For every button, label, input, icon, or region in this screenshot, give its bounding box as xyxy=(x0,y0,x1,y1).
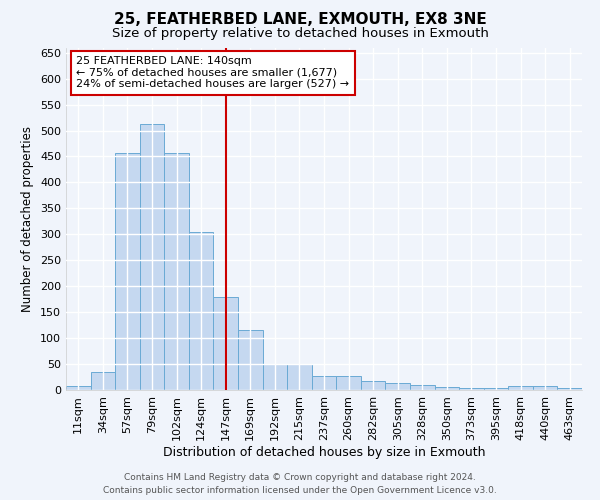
Bar xyxy=(459,388,484,390)
Bar xyxy=(263,364,287,390)
Bar xyxy=(533,386,557,390)
Bar xyxy=(410,386,434,390)
Bar xyxy=(189,232,214,390)
Bar xyxy=(66,386,91,390)
Bar xyxy=(91,372,115,390)
Text: 25 FEATHERBED LANE: 140sqm
← 75% of detached houses are smaller (1,677)
24% of s: 25 FEATHERBED LANE: 140sqm ← 75% of deta… xyxy=(76,56,349,90)
Bar xyxy=(214,296,238,390)
X-axis label: Distribution of detached houses by size in Exmouth: Distribution of detached houses by size … xyxy=(163,446,485,458)
Bar xyxy=(336,376,361,390)
Bar xyxy=(140,124,164,390)
Bar xyxy=(287,364,312,390)
Bar xyxy=(484,388,508,390)
Bar xyxy=(508,386,533,390)
Bar xyxy=(434,388,459,390)
Bar xyxy=(238,330,263,390)
Bar xyxy=(115,153,140,390)
Text: 25, FEATHERBED LANE, EXMOUTH, EX8 3NE: 25, FEATHERBED LANE, EXMOUTH, EX8 3NE xyxy=(113,12,487,28)
Text: Contains HM Land Registry data © Crown copyright and database right 2024.
Contai: Contains HM Land Registry data © Crown c… xyxy=(103,474,497,495)
Text: Size of property relative to detached houses in Exmouth: Size of property relative to detached ho… xyxy=(112,28,488,40)
Bar xyxy=(312,376,336,390)
Bar xyxy=(557,388,582,390)
Y-axis label: Number of detached properties: Number of detached properties xyxy=(22,126,34,312)
Bar xyxy=(385,384,410,390)
Bar xyxy=(164,153,189,390)
Bar xyxy=(361,381,385,390)
